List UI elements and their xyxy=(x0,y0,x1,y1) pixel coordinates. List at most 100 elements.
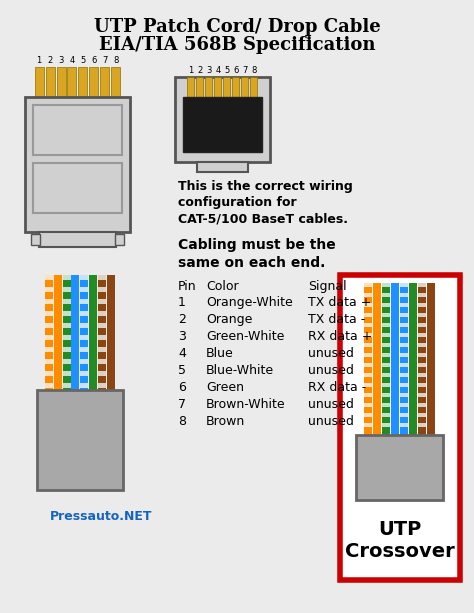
Bar xyxy=(383,283,391,435)
Bar xyxy=(401,353,409,357)
Bar xyxy=(365,413,373,417)
Bar xyxy=(175,77,270,162)
Bar xyxy=(365,353,373,357)
Bar xyxy=(45,347,53,352)
Bar xyxy=(224,77,230,99)
Bar xyxy=(45,371,53,376)
Text: This is the correct wiring: This is the correct wiring xyxy=(178,180,353,193)
Bar xyxy=(33,105,122,155)
Bar xyxy=(419,373,427,377)
Text: 7: 7 xyxy=(102,56,108,65)
Text: TX data +: TX data + xyxy=(308,296,371,309)
Bar xyxy=(90,67,99,97)
Text: 3: 3 xyxy=(206,66,212,75)
Bar xyxy=(410,283,418,435)
Bar xyxy=(401,403,409,407)
Bar xyxy=(81,311,89,316)
Bar xyxy=(419,363,427,367)
Bar xyxy=(250,77,257,99)
Bar xyxy=(241,77,248,99)
Bar xyxy=(39,232,116,247)
Text: 4: 4 xyxy=(215,66,220,75)
Bar xyxy=(45,287,53,292)
Bar xyxy=(188,77,194,99)
Bar xyxy=(108,275,116,390)
Bar xyxy=(81,275,89,390)
Bar xyxy=(183,97,262,152)
Bar xyxy=(374,283,382,435)
Text: 8: 8 xyxy=(178,415,186,428)
Text: 1: 1 xyxy=(36,56,42,65)
Bar xyxy=(419,293,427,297)
Bar xyxy=(365,403,373,407)
Text: Orange: Orange xyxy=(206,313,252,326)
Text: unused: unused xyxy=(308,347,354,360)
Bar xyxy=(365,293,373,297)
Text: Green-White: Green-White xyxy=(206,330,284,343)
Text: unused: unused xyxy=(308,415,354,428)
Text: UTP Patch Cord/ Drop Cable: UTP Patch Cord/ Drop Cable xyxy=(94,18,380,36)
Text: 8: 8 xyxy=(251,66,257,75)
Text: same on each end.: same on each end. xyxy=(178,256,325,270)
Bar xyxy=(365,323,373,327)
Bar xyxy=(401,303,409,307)
Bar xyxy=(401,383,409,387)
Bar xyxy=(99,359,107,364)
Text: 3: 3 xyxy=(58,56,64,65)
Bar xyxy=(81,335,89,340)
Text: 1: 1 xyxy=(188,66,193,75)
Bar xyxy=(383,403,391,407)
Text: 5: 5 xyxy=(81,56,86,65)
Text: EIA/TIA 568B Specification: EIA/TIA 568B Specification xyxy=(99,36,375,54)
Bar xyxy=(383,383,391,387)
Text: 8: 8 xyxy=(113,56,118,65)
Text: Orange-White: Orange-White xyxy=(206,296,293,309)
Bar xyxy=(365,303,373,307)
Bar xyxy=(206,77,212,99)
Bar xyxy=(383,293,391,297)
Text: 1: 1 xyxy=(178,296,186,309)
Bar xyxy=(111,67,120,97)
Bar xyxy=(401,313,409,317)
Bar xyxy=(99,287,107,292)
Text: CAT-5/100 BaseT cables.: CAT-5/100 BaseT cables. xyxy=(178,212,348,225)
Bar xyxy=(81,287,89,292)
Bar xyxy=(401,423,409,427)
Bar xyxy=(81,275,89,280)
Bar xyxy=(72,275,80,390)
Bar xyxy=(383,353,391,357)
Bar xyxy=(45,335,53,340)
Bar xyxy=(63,383,71,388)
Bar xyxy=(81,359,89,364)
Text: Green: Green xyxy=(206,381,244,394)
Bar xyxy=(365,383,373,387)
Text: 6: 6 xyxy=(178,381,186,394)
Bar xyxy=(63,275,71,390)
Bar xyxy=(383,303,391,307)
Bar xyxy=(383,393,391,397)
Text: configuration for: configuration for xyxy=(178,196,297,209)
Bar xyxy=(63,323,71,328)
Bar xyxy=(419,283,427,435)
Bar xyxy=(401,293,409,297)
Bar xyxy=(45,275,53,390)
Bar xyxy=(365,333,373,337)
Bar xyxy=(197,162,248,172)
Bar xyxy=(401,393,409,397)
Bar xyxy=(31,234,40,245)
Text: Crossover: Crossover xyxy=(345,542,455,561)
Text: 4: 4 xyxy=(178,347,186,360)
Bar xyxy=(45,275,53,280)
Bar xyxy=(392,283,400,435)
Bar xyxy=(46,67,55,97)
Bar xyxy=(419,303,427,307)
Bar xyxy=(419,283,427,287)
Bar xyxy=(99,311,107,316)
Bar xyxy=(100,67,109,97)
Bar xyxy=(45,299,53,304)
Text: 7: 7 xyxy=(178,398,186,411)
Bar xyxy=(81,323,89,328)
Text: 6: 6 xyxy=(233,66,239,75)
Bar xyxy=(99,299,107,304)
Bar xyxy=(383,413,391,417)
